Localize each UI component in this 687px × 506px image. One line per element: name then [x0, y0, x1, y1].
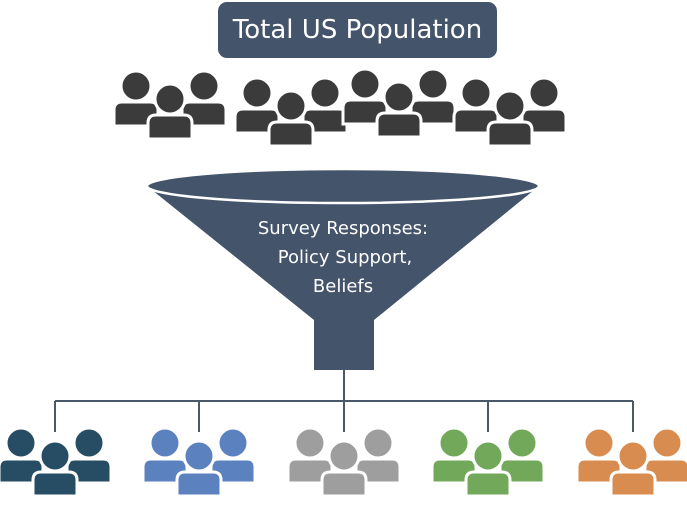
people-group-icon [235, 78, 347, 146]
people-group-icon [343, 69, 455, 137]
connector-lines [54, 370, 634, 432]
people-group-icon [143, 428, 255, 496]
funnel-cone [147, 186, 539, 320]
diagram-title: Total US Population [218, 2, 497, 58]
funnel-label-line-1: Survey Responses: [258, 218, 428, 239]
people-group-icon [114, 71, 226, 139]
funnel: Survey Responses: Policy Support, Belief… [145, 167, 541, 370]
people-group-icon [432, 428, 544, 496]
funnel-label-line-2: Policy Support, [278, 247, 412, 268]
people-group-icon [577, 428, 687, 496]
people-group-icon [0, 428, 111, 496]
segment-groups [0, 428, 687, 496]
funnel-label-line-3: Beliefs [313, 276, 373, 297]
people-group-icon [454, 78, 566, 146]
people-group-icon [288, 428, 400, 496]
population-groups [114, 69, 566, 146]
funnel-spout [314, 320, 374, 370]
funnel-rim [145, 167, 541, 205]
